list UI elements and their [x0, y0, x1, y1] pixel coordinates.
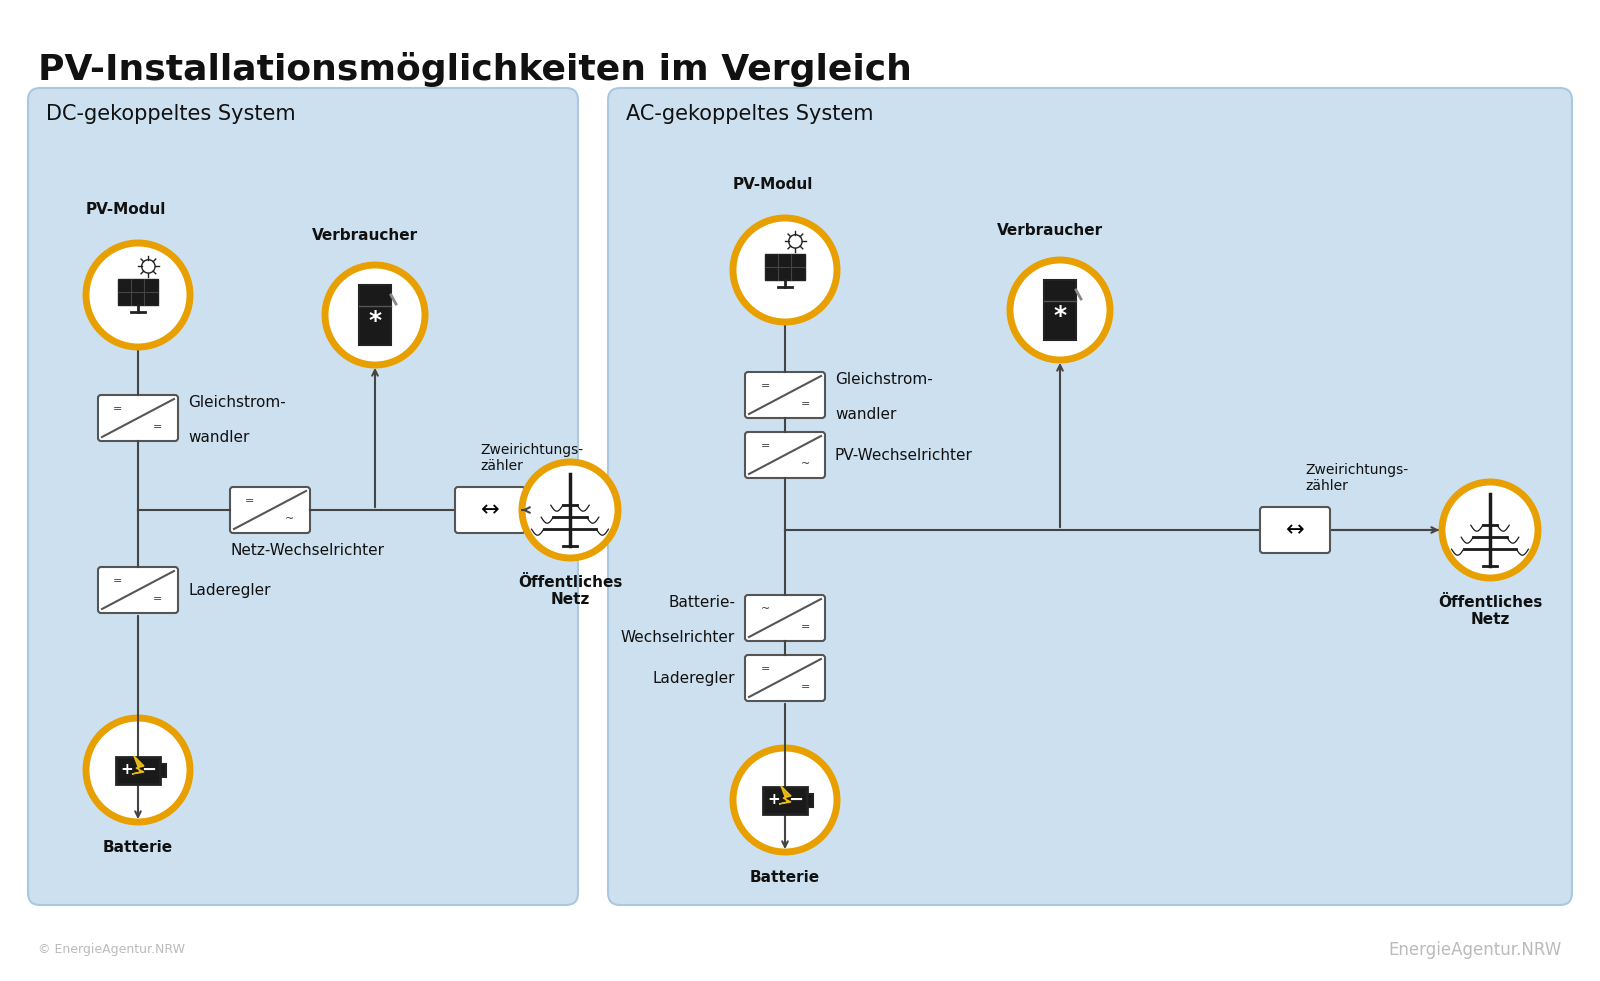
Text: =: =: [154, 594, 163, 604]
Polygon shape: [131, 756, 144, 774]
Text: ↔: ↔: [480, 500, 499, 520]
Bar: [765, 254, 805, 280]
Text: PV-Installationsmöglichkeiten im Vergleich: PV-Installationsmöglichkeiten im Verglei…: [38, 52, 912, 87]
Bar: [115, 757, 160, 784]
FancyBboxPatch shape: [746, 595, 826, 641]
FancyBboxPatch shape: [746, 372, 826, 418]
Bar: [763, 787, 806, 814]
Text: ~: ~: [800, 459, 810, 469]
Text: zähler: zähler: [480, 459, 523, 473]
FancyBboxPatch shape: [29, 88, 578, 905]
Circle shape: [142, 260, 155, 273]
Text: Gleichstrom-: Gleichstrom-: [835, 372, 933, 387]
Text: =: =: [245, 495, 254, 506]
Text: =: =: [800, 622, 810, 632]
Text: wandler: wandler: [189, 430, 250, 445]
Text: ~: ~: [285, 514, 294, 524]
Text: +: +: [768, 793, 781, 807]
FancyBboxPatch shape: [746, 655, 826, 701]
Text: ↔: ↔: [1286, 520, 1304, 540]
Polygon shape: [779, 786, 790, 804]
Text: Zweirichtungs-: Zweirichtungs-: [480, 443, 582, 457]
Text: Laderegler: Laderegler: [653, 670, 734, 686]
Circle shape: [325, 265, 426, 365]
Text: Verbraucher: Verbraucher: [997, 223, 1102, 238]
Text: Wechselrichter: Wechselrichter: [621, 630, 734, 645]
FancyBboxPatch shape: [358, 285, 390, 345]
Text: =: =: [800, 399, 810, 409]
Circle shape: [1442, 482, 1538, 578]
Circle shape: [86, 718, 190, 822]
Text: © EnergieAgentur.NRW: © EnergieAgentur.NRW: [38, 944, 186, 956]
Text: DC-gekoppeltes System: DC-gekoppeltes System: [46, 104, 296, 124]
FancyBboxPatch shape: [230, 487, 310, 533]
Circle shape: [733, 218, 837, 322]
Text: Zweirichtungs-: Zweirichtungs-: [1306, 463, 1408, 477]
Text: PV-Modul: PV-Modul: [733, 177, 813, 192]
Text: ~: ~: [760, 603, 770, 614]
Text: −: −: [789, 791, 803, 809]
Text: =: =: [114, 576, 123, 586]
Text: Netz: Netz: [550, 592, 590, 607]
Text: PV-Wechselrichter: PV-Wechselrichter: [835, 447, 973, 462]
FancyBboxPatch shape: [98, 395, 178, 441]
Text: Netz: Netz: [1470, 612, 1510, 627]
Text: =: =: [800, 682, 810, 693]
FancyBboxPatch shape: [98, 567, 178, 613]
Text: =: =: [760, 381, 770, 390]
Circle shape: [522, 462, 618, 558]
Text: Verbraucher: Verbraucher: [312, 228, 418, 243]
Text: Öffentliches: Öffentliches: [518, 575, 622, 590]
Text: +: +: [120, 762, 133, 778]
Text: =: =: [760, 664, 770, 674]
Text: AC-gekoppeltes System: AC-gekoppeltes System: [626, 104, 874, 124]
Text: Batterie: Batterie: [102, 840, 173, 855]
Text: =: =: [154, 422, 163, 433]
Circle shape: [789, 234, 802, 248]
Text: wandler: wandler: [835, 407, 896, 422]
Text: =: =: [114, 404, 123, 414]
Text: Laderegler: Laderegler: [189, 583, 270, 597]
Text: Öffentliches: Öffentliches: [1438, 595, 1542, 610]
FancyBboxPatch shape: [1261, 507, 1330, 553]
Bar: [806, 794, 813, 807]
FancyBboxPatch shape: [454, 487, 525, 533]
Text: −: −: [141, 761, 157, 779]
Text: *: *: [1053, 304, 1067, 328]
FancyBboxPatch shape: [1043, 280, 1075, 340]
FancyBboxPatch shape: [608, 88, 1571, 905]
Text: zähler: zähler: [1306, 479, 1347, 493]
Text: Netz-Wechselrichter: Netz-Wechselrichter: [230, 543, 384, 558]
Circle shape: [1010, 260, 1110, 360]
Text: Batterie-: Batterie-: [669, 595, 734, 610]
Text: =: =: [760, 440, 770, 451]
Text: Gleichstrom-: Gleichstrom-: [189, 395, 286, 410]
Text: Batterie: Batterie: [750, 870, 821, 885]
Text: *: *: [368, 309, 381, 333]
Bar: [118, 279, 158, 305]
FancyBboxPatch shape: [746, 432, 826, 478]
Text: EnergieAgentur.NRW: EnergieAgentur.NRW: [1389, 941, 1562, 959]
Bar: [160, 764, 166, 777]
Circle shape: [86, 243, 190, 347]
Circle shape: [733, 748, 837, 852]
Text: PV-Modul: PV-Modul: [86, 202, 166, 217]
